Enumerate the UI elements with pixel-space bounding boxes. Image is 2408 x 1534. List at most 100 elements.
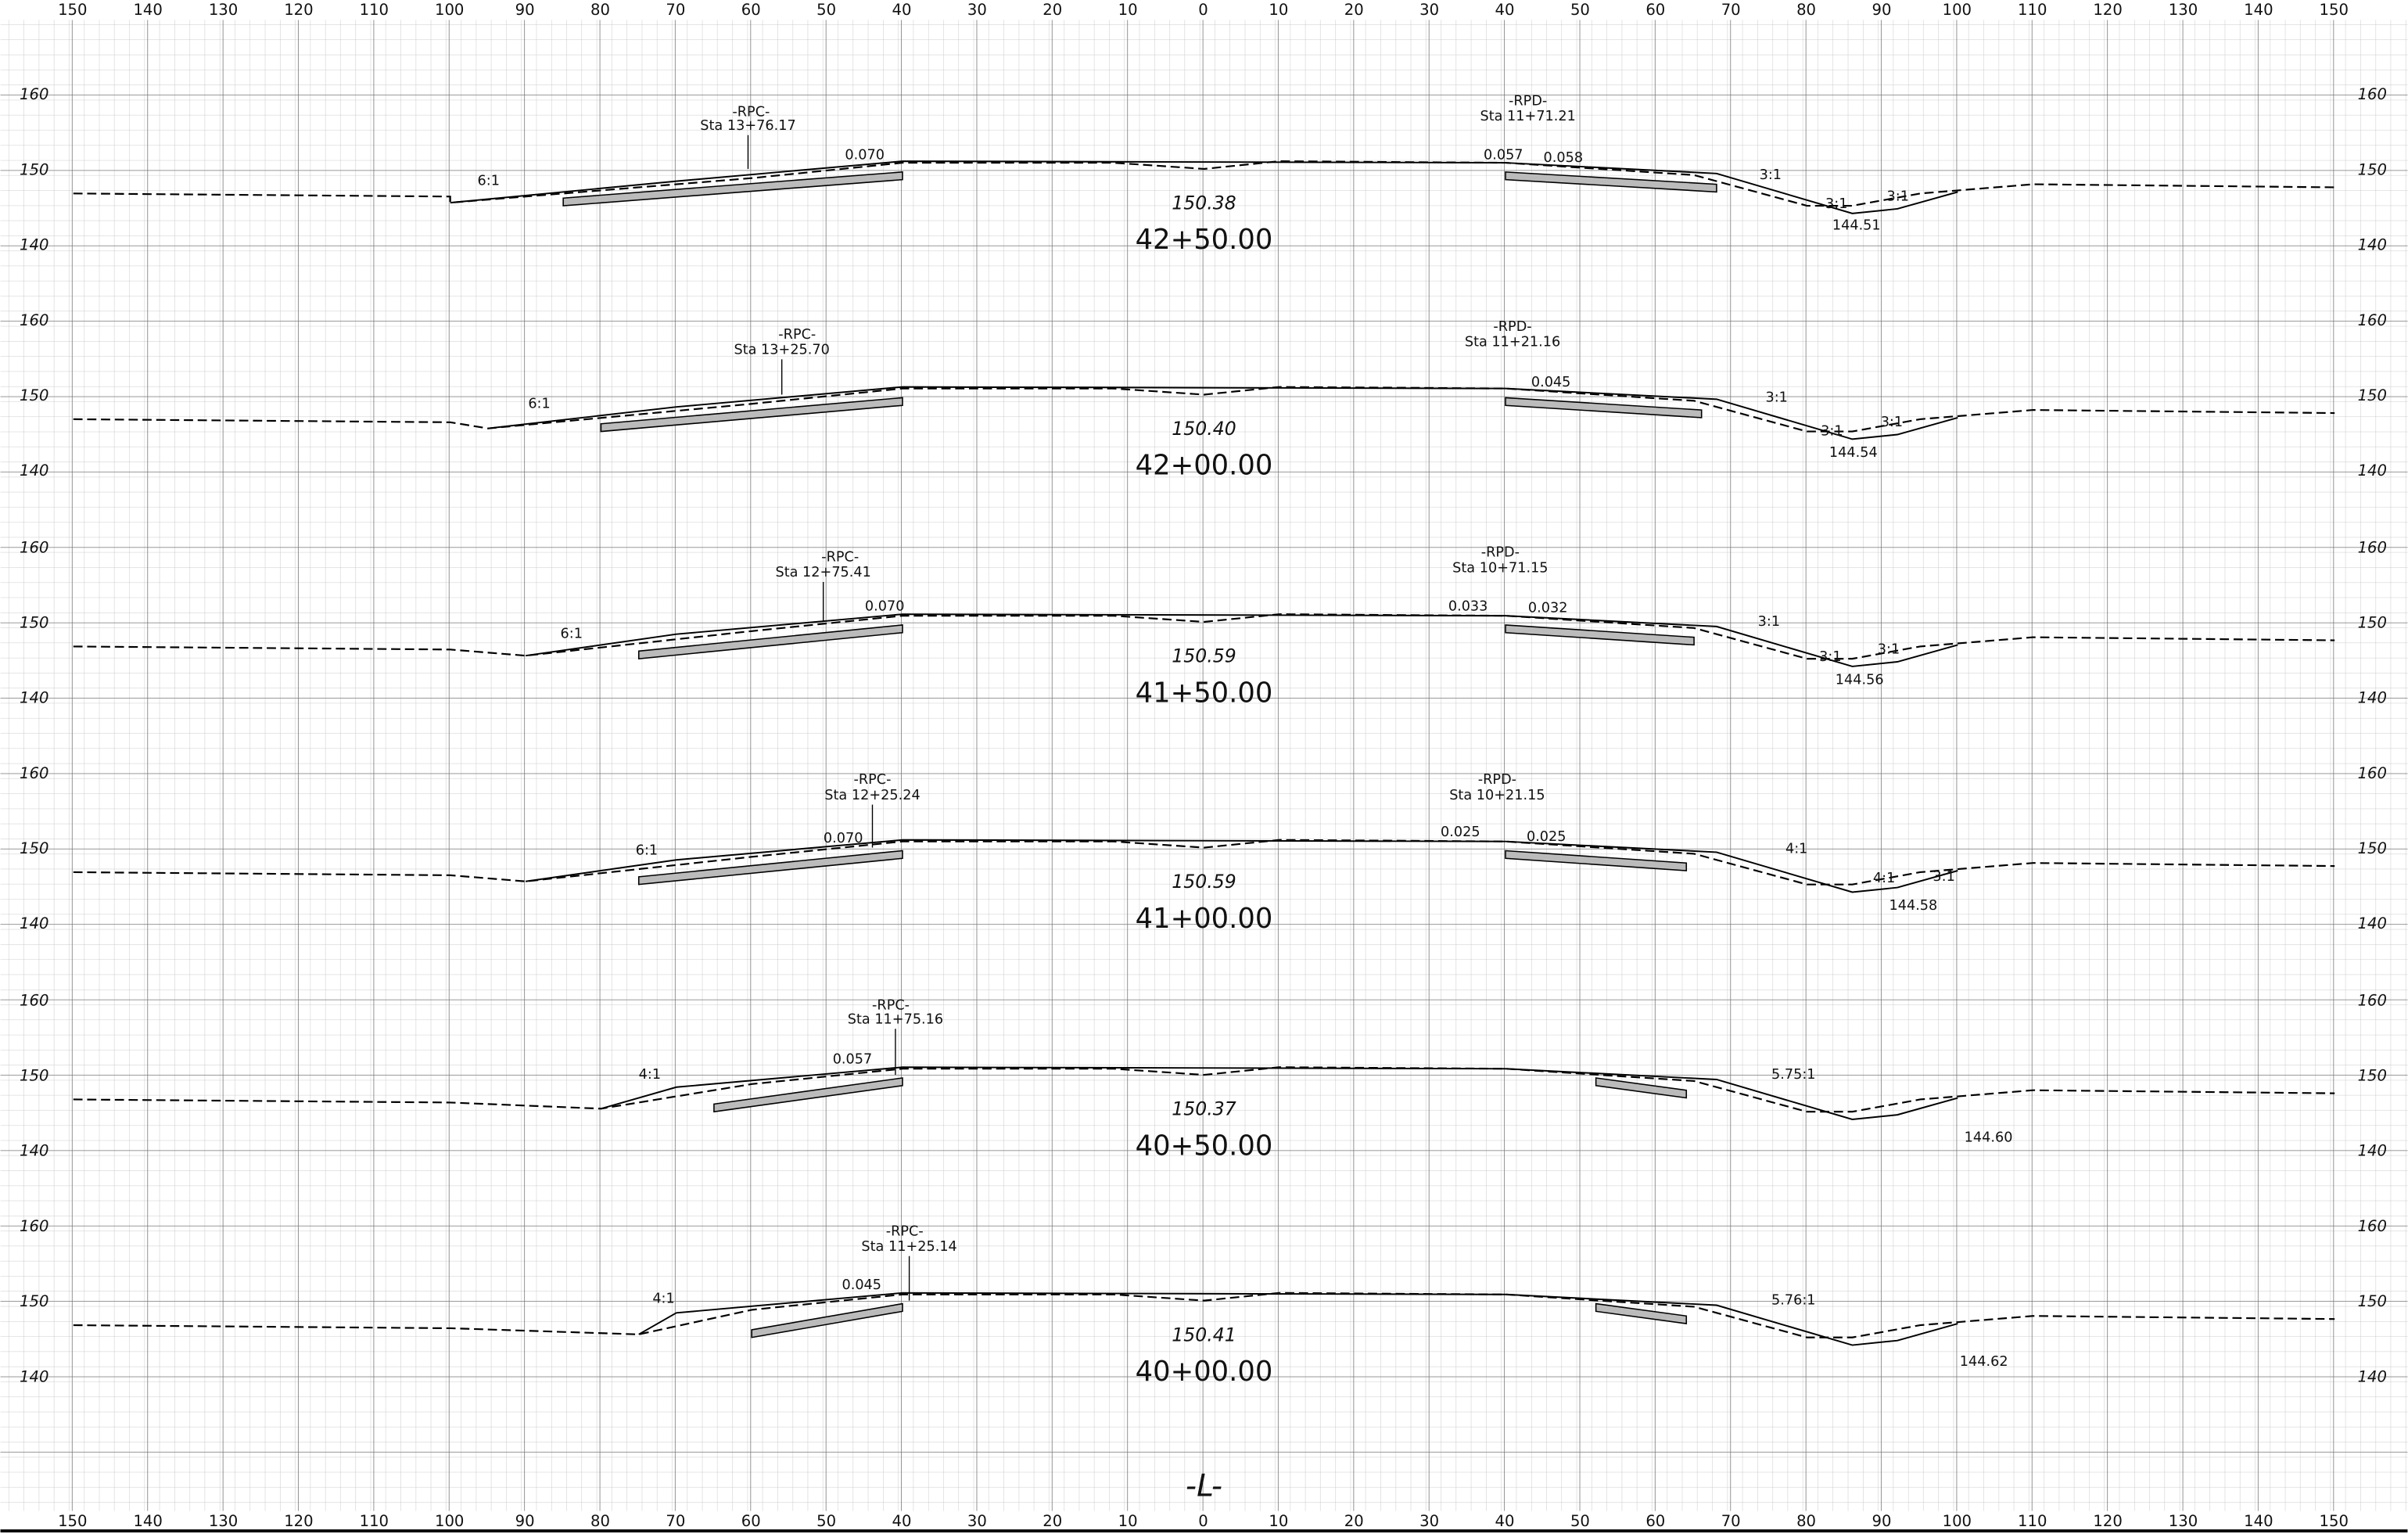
- annotation: 3:1: [1933, 869, 1954, 885]
- annotation: 4:1: [1873, 871, 1895, 886]
- offset-label-bottom: 10: [1118, 1512, 1138, 1530]
- annotation: -RPD-: [1509, 94, 1547, 110]
- elevation-label-left: 160: [20, 538, 48, 556]
- annotation: 4:1: [639, 1067, 661, 1083]
- proposed-grade: [601, 1066, 1958, 1120]
- annotation: 144.58: [1889, 898, 1937, 914]
- annotation: -RPC-: [821, 550, 859, 566]
- offset-label-top: 70: [1721, 1, 1741, 19]
- pavement-left: [637, 624, 903, 659]
- offset-label-top: 30: [967, 1, 987, 19]
- offset-label-bottom: 70: [1721, 1512, 1741, 1530]
- offset-label-top: 30: [1419, 1, 1439, 19]
- offset-label-bottom: 20: [1043, 1512, 1062, 1530]
- elevation-label-left: 140: [20, 914, 48, 932]
- offset-label-bottom: 110: [2018, 1512, 2047, 1530]
- offset-label-bottom: 30: [967, 1512, 987, 1530]
- pavement-right: [1505, 624, 1695, 646]
- annotation: 6:1: [528, 396, 550, 411]
- offset-label-top: 50: [1570, 1, 1590, 19]
- elevation-label-left: 160: [20, 1217, 48, 1235]
- section-elevation: 150.59: [1172, 871, 1236, 893]
- annotation: 144.56: [1836, 673, 1884, 688]
- offset-label-bottom: 120: [2093, 1512, 2122, 1530]
- annotation: 0.045: [842, 1277, 881, 1293]
- offset-label-bottom: 130: [209, 1512, 238, 1530]
- annotation: 6:1: [636, 842, 658, 858]
- offset-label-bottom: 50: [1570, 1512, 1590, 1530]
- offset-label-top: 60: [741, 1, 761, 19]
- elevation-label-right: 140: [2358, 236, 2387, 254]
- elevation-label-left: 150: [20, 839, 48, 857]
- elevation-label-right: 150: [2358, 1067, 2387, 1085]
- offset-label-bottom: 120: [284, 1512, 313, 1530]
- existing-ground: [73, 1066, 2335, 1113]
- annotation: Sta 11+75.16: [848, 1011, 943, 1027]
- annotation: 0.057: [833, 1051, 873, 1067]
- pavement-left: [637, 850, 903, 886]
- offset-label-top: 150: [58, 1, 87, 19]
- offset-label-top: 50: [816, 1, 836, 19]
- elevation-label-left: 140: [20, 1367, 48, 1385]
- pavement-right: [1505, 397, 1703, 419]
- offset-label-top: 130: [2169, 1, 2198, 19]
- elevation-label-left: 140: [20, 236, 48, 254]
- elevation-label-right: 160: [2358, 764, 2387, 782]
- offset-label-bottom: 60: [1645, 1512, 1665, 1530]
- annotation: Sta 13+76.17: [700, 118, 795, 134]
- offset-label-bottom: 100: [1943, 1512, 1972, 1530]
- offset-label-top: 0: [1198, 1, 1208, 19]
- annotation: -RPD-: [1481, 545, 1520, 561]
- offset-label-top: 70: [666, 1, 685, 19]
- offset-label-bottom: 0: [1198, 1512, 1208, 1530]
- elevation-label-left: 160: [20, 85, 48, 103]
- annotation: 3:1: [1881, 415, 1903, 430]
- offset-label-top: 120: [284, 1, 313, 19]
- station: 41+50.00: [1136, 677, 1273, 709]
- offset-label-bottom: 10: [1269, 1512, 1288, 1530]
- annotation: -RPC-: [732, 104, 770, 120]
- elevation-label-left: 150: [20, 386, 48, 404]
- annotation: 3:1: [1765, 390, 1787, 405]
- section-elevation: 150.41: [1172, 1324, 1236, 1345]
- annotation: 0.033: [1448, 598, 1488, 614]
- offset-label-bottom: 80: [590, 1512, 610, 1530]
- elevation-label-left: 160: [20, 764, 48, 782]
- elevation-label-left: 140: [20, 689, 48, 707]
- elevation-label-left: 160: [20, 311, 48, 329]
- annotation: 144.51: [1832, 218, 1881, 234]
- elevation-label-right: 150: [2358, 613, 2387, 631]
- offset-label-top: 20: [1344, 1, 1364, 19]
- elevation-label-left: 150: [20, 160, 48, 178]
- annotation: 4:1: [652, 1292, 674, 1307]
- annotation: 0.045: [1531, 375, 1571, 390]
- elevation-label-right: 160: [2358, 538, 2387, 556]
- offset-label-bottom: 50: [816, 1512, 836, 1530]
- annotation: 5.75:1: [1771, 1067, 1816, 1083]
- offset-label-bottom: 40: [1495, 1512, 1515, 1530]
- offset-label-top: 100: [435, 1, 464, 19]
- offset-label-bottom: 130: [2169, 1512, 2198, 1530]
- annotation: -RPC-: [854, 772, 892, 788]
- offset-label-bottom: 150: [2320, 1512, 2349, 1530]
- annotation: 3:1: [1758, 614, 1780, 630]
- offset-label-bottom: 150: [58, 1512, 87, 1530]
- annotation: 0.070: [845, 147, 885, 163]
- station: 40+50.00: [1136, 1130, 1273, 1162]
- offset-label-top: 150: [2320, 1, 2349, 19]
- annotation: Sta 10+21.15: [1449, 788, 1545, 803]
- offset-label-bottom: 20: [1344, 1512, 1364, 1530]
- annotation: 0.025: [1441, 824, 1480, 840]
- offset-label-top: 90: [1871, 1, 1891, 19]
- offset-label-top: 20: [1043, 1, 1062, 19]
- annotation: 3:1: [1760, 167, 1782, 183]
- elevation-label-right: 150: [2358, 839, 2387, 857]
- annotation: 144.62: [1960, 1354, 2008, 1370]
- annotation: Sta 13+25.70: [734, 343, 829, 358]
- annotation: 3:1: [1878, 641, 1900, 657]
- pavement-left: [600, 397, 903, 433]
- offset-label-bottom: 40: [892, 1512, 912, 1530]
- annotation: Sta 11+21.16: [1465, 335, 1560, 350]
- offset-label-bottom: 90: [515, 1512, 535, 1530]
